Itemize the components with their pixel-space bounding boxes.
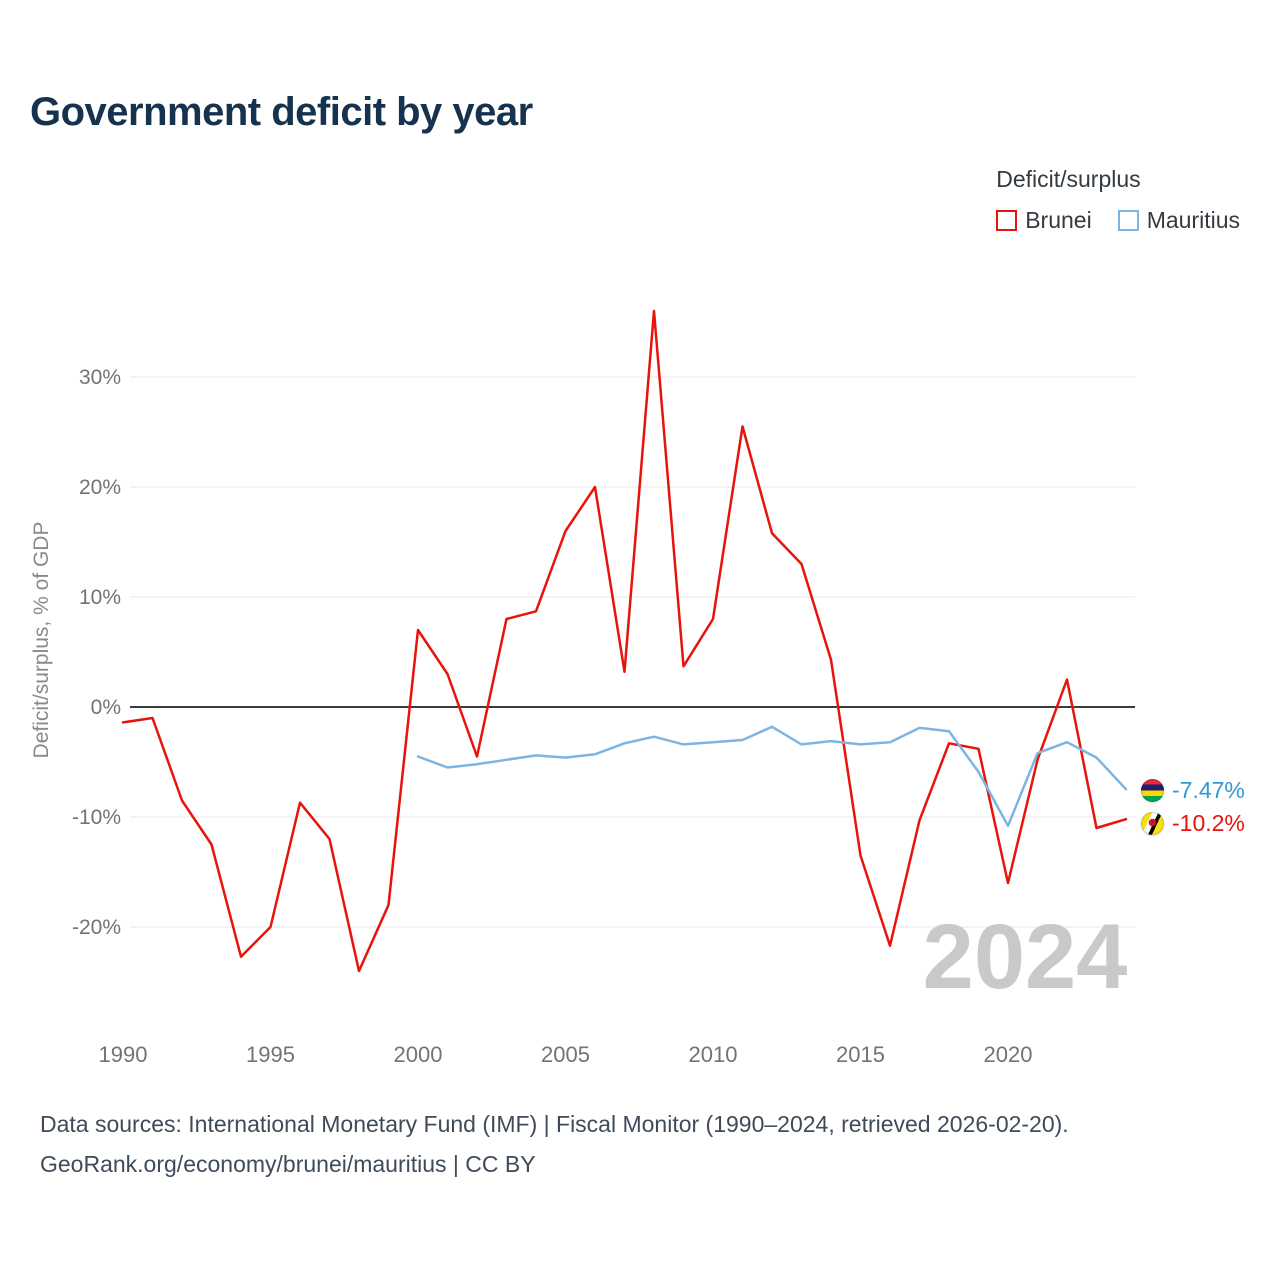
series-line-brunei [121, 309, 1128, 973]
y-tick-label: 20% [79, 476, 121, 499]
end-label-brunei: -10.2% [1141, 810, 1245, 837]
mauritius-swatch-icon [1117, 210, 1139, 231]
y-axis-label: Deficit/surplus, % of GDP [30, 521, 53, 759]
end-label-value-brunei: -10.2% [1172, 810, 1245, 836]
y-tick-label: -20% [72, 916, 121, 939]
legend-item-label-mauritius: Mauritius [1146, 207, 1240, 233]
x-tick-label: 2005 [541, 1042, 590, 1067]
legend-title: Deficit/surplus [996, 166, 1141, 192]
series-line-mauritius [416, 725, 1128, 828]
brunei-flag-icon [1141, 812, 1164, 835]
legend-items: Brunei Mauritius [996, 207, 1240, 234]
x-tick-label: 1990 [99, 1042, 148, 1067]
mauritius-flag-icon [1141, 779, 1164, 802]
x-tick-label: 2010 [689, 1042, 738, 1067]
legend: Deficit/surplus Brunei Mauritius [996, 166, 1240, 234]
legend-item-brunei: Brunei [996, 207, 1092, 234]
x-tick-label: 2015 [836, 1042, 885, 1067]
chart-title: Government deficit by year [30, 90, 533, 134]
y-tick-label: -10% [72, 806, 121, 829]
watermark-year: 2024 [923, 906, 1128, 1008]
footer-sources: Data sources: International Monetary Fun… [40, 1111, 1069, 1137]
y-tick-label: 30% [79, 366, 121, 389]
end-label-mauritius: -7.47% [1141, 777, 1245, 804]
x-tick-label: 2000 [394, 1042, 443, 1067]
legend-item-mauritius: Mauritius [1117, 207, 1240, 234]
x-tick-label: 1995 [246, 1042, 295, 1067]
legend-item-label-brunei: Brunei [1025, 207, 1092, 233]
footer: Data sources: International Monetary Fun… [40, 1104, 1069, 1184]
end-label-value-mauritius: -7.47% [1172, 777, 1245, 803]
brunei-swatch-icon [996, 210, 1018, 231]
x-tick-label: 2020 [984, 1042, 1033, 1067]
y-tick-label: 0% [91, 696, 121, 719]
footer-attribution: GeoRank.org/economy/brunei/mauritius | C… [40, 1151, 536, 1177]
y-tick-label: 10% [79, 586, 121, 609]
